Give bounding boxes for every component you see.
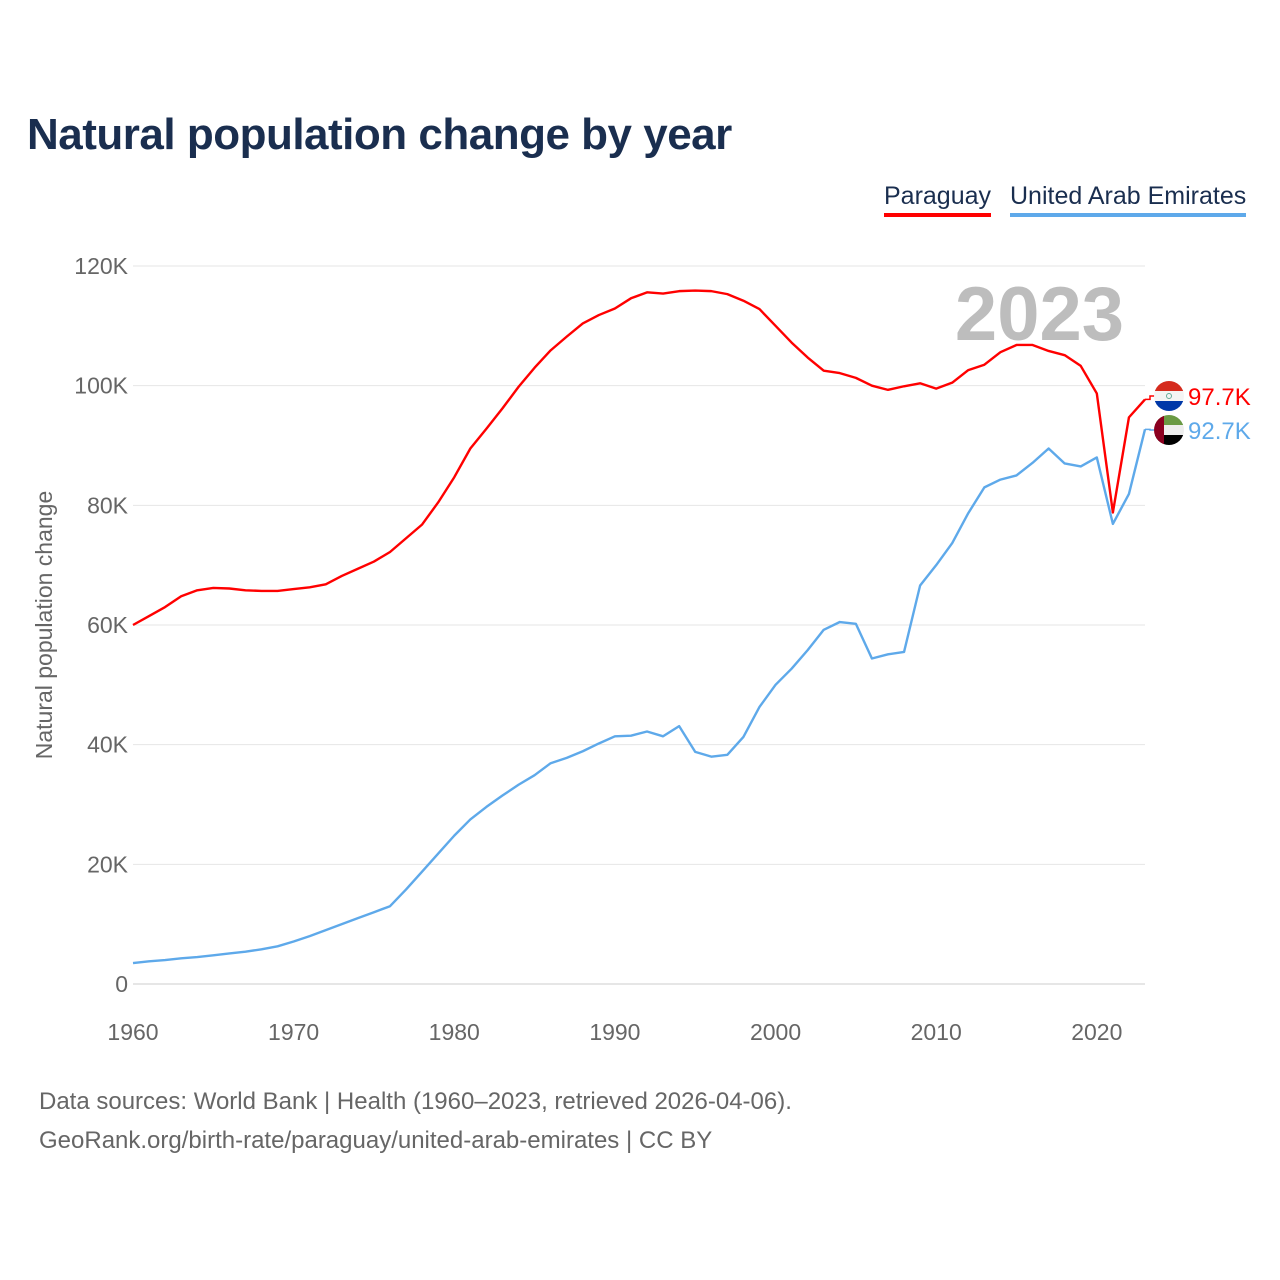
chart-title: Natural population change by year — [27, 110, 732, 159]
year-label: 2023 — [955, 272, 1124, 357]
legend-paraguay[interactable]: Paraguay — [884, 182, 992, 217]
legend-uae[interactable]: United Arab Emirates — [1010, 182, 1247, 217]
y-tick-label: 80K — [87, 492, 129, 518]
footer-link[interactable]: GeoRank.org/birth-rate/paraguay/united-a… — [39, 1127, 713, 1154]
y-tick-label: 100K — [74, 373, 128, 399]
series-line-paraguay — [132, 289, 1146, 627]
label-connector — [1145, 395, 1155, 401]
x-tick-label: 1960 — [107, 1019, 158, 1045]
y-tick-label: 60K — [87, 612, 129, 638]
y-tick-label: 40K — [87, 732, 129, 758]
x-tick-label: 2010 — [911, 1019, 962, 1045]
x-tick-label: 1980 — [429, 1019, 480, 1045]
end-value-label: 92.7K — [1188, 418, 1251, 445]
y-axis-label: Natural population change — [31, 491, 57, 760]
x-tick-label: 2020 — [1071, 1019, 1122, 1045]
paraguay-flag-icon — [1154, 381, 1184, 411]
end-value-label: 97.7K — [1188, 384, 1251, 411]
uae-flag-icon — [1154, 415, 1184, 445]
label-connector — [1145, 428, 1155, 431]
series-line-uae — [132, 429, 1147, 965]
y-tick-label: 120K — [74, 253, 128, 279]
footer-sources: Data sources: World Bank | Health (1960–… — [39, 1088, 792, 1115]
y-tick-label: 0 — [115, 971, 128, 997]
x-tick-label: 1970 — [268, 1019, 319, 1045]
x-tick-label: 2000 — [750, 1019, 801, 1045]
y-tick-label: 20K — [87, 851, 129, 877]
x-tick-label: 1990 — [589, 1019, 640, 1045]
